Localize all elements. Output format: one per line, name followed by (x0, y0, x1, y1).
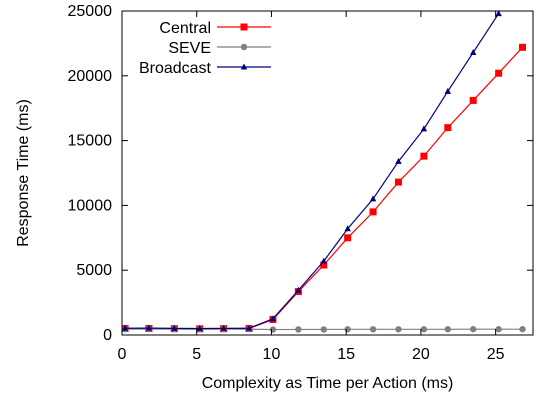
series-central (122, 43, 527, 333)
data-point-broadcast (220, 324, 227, 331)
data-point-seve (495, 325, 502, 333)
legend-label-seve: SEVE (168, 40, 211, 57)
x-tick-label: 10 (263, 346, 281, 363)
legend-label-broadcast: Broadcast (139, 60, 212, 77)
data-point-broadcast (171, 324, 178, 331)
y-tick-label: 10000 (68, 197, 113, 214)
data-point-central (420, 152, 428, 160)
legend-marker-seve (240, 43, 248, 51)
data-point-broadcast (245, 324, 253, 331)
data-point-central (444, 124, 452, 132)
x-tick-label: 0 (118, 346, 127, 363)
axis-ticks: 0 5 10 15 20 25 0 5000 10000 15000 20000 25000 (68, 3, 533, 363)
legend: Central SEVE Broadcast (139, 20, 271, 77)
data-point-broadcast (269, 315, 277, 322)
x-tick-label: 20 (412, 346, 430, 363)
legend-label-central: Central (159, 20, 211, 37)
data-point-seve (420, 326, 428, 333)
data-point-broadcast (495, 11, 502, 17)
data-point-seve (369, 326, 377, 333)
y-tick-label: 0 (103, 327, 112, 344)
data-point-central (369, 208, 377, 216)
data-point-broadcast (145, 324, 153, 331)
legend-marker-broadcast (240, 63, 248, 70)
series-line-central (124, 46, 523, 330)
data-point-broadcast (395, 157, 402, 164)
series-line-broadcast (124, 13, 500, 330)
data-point-central (519, 43, 527, 51)
y-tick-label: 25000 (68, 3, 113, 20)
data-point-broadcast (320, 257, 327, 264)
data-point-broadcast (344, 225, 351, 232)
data-point-broadcast (196, 325, 203, 332)
data-point-seve (519, 325, 526, 333)
y-axis-title: Response Time (ms) (15, 99, 32, 247)
y-tick-label: 5000 (76, 262, 112, 279)
plot-area (122, 11, 527, 333)
data-point-broadcast (369, 195, 377, 202)
data-point-seve (444, 326, 452, 333)
x-tick-label: 15 (337, 346, 355, 363)
data-point-seve (320, 326, 327, 333)
data-point-broadcast (295, 286, 302, 293)
data-point-broadcast (444, 87, 452, 94)
legend-marker-central (240, 23, 248, 31)
data-point-seve (470, 325, 477, 333)
x-tick-label: 5 (192, 346, 201, 363)
data-point-central (344, 234, 352, 242)
data-point-central (394, 178, 402, 186)
data-point-seve (395, 326, 402, 333)
data-point-broadcast (122, 324, 129, 331)
series-seve (122, 325, 526, 333)
data-point-seve (269, 326, 277, 333)
data-point-seve (295, 326, 302, 333)
data-point-broadcast (420, 125, 428, 132)
x-axis-title: Complexity as Time per Action (ms) (202, 375, 454, 392)
data-point-seve (344, 326, 351, 333)
series-broadcast (122, 11, 502, 332)
y-tick-label: 15000 (68, 133, 113, 150)
data-point-central (469, 96, 477, 104)
data-point-broadcast (470, 48, 477, 55)
data-point-central (495, 69, 503, 77)
y-tick-label: 20000 (68, 68, 113, 85)
plot-frame (121, 10, 534, 336)
data-point-central (320, 261, 328, 269)
x-tick-label: 25 (487, 346, 505, 363)
